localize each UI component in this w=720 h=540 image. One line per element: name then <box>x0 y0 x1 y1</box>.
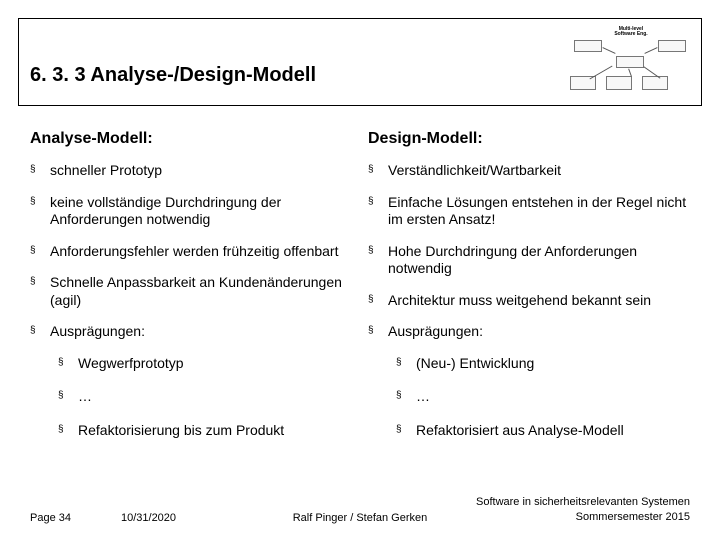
bullet-text: schneller Prototyp <box>50 162 162 180</box>
bullet-marker-icon: § <box>30 323 50 341</box>
bullet-text: Einfache Lösungen entstehen in der Regel… <box>388 194 690 229</box>
bullet-text: keine vollständige Durchdringung der Anf… <box>50 194 352 229</box>
bullet-item: § keine vollständige Durchdringung der A… <box>30 194 352 229</box>
bullet-item: § Schnelle Anpassbarkeit an Kundenänderu… <box>30 274 352 309</box>
sub-bullet-text: … <box>416 388 430 406</box>
bullet-marker-icon: § <box>396 355 416 373</box>
sub-bullet-text: Refaktorisierung bis zum Produkt <box>78 422 284 440</box>
content-area: Analyse-Modell: § schneller Prototyp § k… <box>30 130 690 455</box>
sub-bullet-item: § Refaktorisierung bis zum Produkt <box>58 422 352 440</box>
bullet-text: Architektur muss weitgehend bekannt sein <box>388 292 651 310</box>
bullet-text: Ausprägungen: <box>388 323 483 341</box>
right-column: Design-Modell: § Verständlichkeit/Wartba… <box>360 130 690 455</box>
bullet-item: § Einfache Lösungen entstehen in der Reg… <box>368 194 690 229</box>
bullet-marker-icon: § <box>368 323 388 341</box>
diagram-box <box>642 76 668 90</box>
sub-bullet-text: Wegwerfprototyp <box>78 355 184 373</box>
bullet-marker-icon: § <box>396 422 416 440</box>
bullet-item: § Anforderungsfehler werden frühzeitig o… <box>30 243 352 261</box>
footer: Page 34 10/31/2020 Ralf Pinger / Stefan … <box>30 495 690 524</box>
bullet-marker-icon: § <box>368 292 388 310</box>
sub-bullet-item: § … <box>396 388 690 406</box>
sub-bullet-item: § (Neu-) Entwicklung <box>396 355 690 373</box>
sub-bullet-text: … <box>78 388 92 406</box>
footer-authors: Ralf Pinger / Stefan Gerken <box>250 512 470 524</box>
slide: 6. 3. 3 Analyse-/Design-Modell Multi-lev… <box>0 0 720 540</box>
bullet-text: Verständlichkeit/Wartbarkeit <box>388 162 561 180</box>
footer-course: Software in sicherheitsrelevanten System… <box>470 495 690 524</box>
diagram-line <box>644 47 657 54</box>
footer-left: Page 34 10/31/2020 <box>30 512 250 524</box>
diagram-label: Multi-level Software Eng. <box>610 26 652 36</box>
bullet-marker-icon: § <box>58 388 78 406</box>
bullet-text: Ausprägungen: <box>50 323 145 341</box>
diagram-line <box>602 47 615 54</box>
left-column: Analyse-Modell: § schneller Prototyp § k… <box>30 130 360 455</box>
header-diagram: Multi-level Software Eng. <box>570 26 690 98</box>
page-number: Page 34 <box>30 512 71 524</box>
bullet-marker-icon: § <box>30 274 50 309</box>
bullet-text: Hohe Durchdringung der Anforderungen not… <box>388 243 690 278</box>
diagram-box <box>616 56 644 68</box>
bullet-item: § Verständlichkeit/Wartbarkeit <box>368 162 690 180</box>
bullet-marker-icon: § <box>368 243 388 278</box>
bullet-item: § Ausprägungen: <box>30 323 352 341</box>
bullet-marker-icon: § <box>58 422 78 440</box>
bullet-marker-icon: § <box>368 194 388 229</box>
bullet-text: Schnelle Anpassbarkeit an Kundenänderung… <box>50 274 352 309</box>
bullet-item: § schneller Prototyp <box>30 162 352 180</box>
bullet-item: § Ausprägungen: <box>368 323 690 341</box>
bullet-item: § Hohe Durchdringung der Anforderungen n… <box>368 243 690 278</box>
sub-bullet-item: § … <box>58 388 352 406</box>
bullet-marker-icon: § <box>58 355 78 373</box>
diagram-box <box>658 40 686 52</box>
footer-date: 10/31/2020 <box>121 512 176 524</box>
sub-bullet-text: (Neu-) Entwicklung <box>416 355 534 373</box>
footer-course-line1: Software in sicherheitsrelevanten System… <box>470 495 690 509</box>
footer-course-line2: Sommersemester 2015 <box>470 510 690 524</box>
diagram-box <box>606 76 632 90</box>
diagram-box <box>574 40 602 52</box>
left-heading: Analyse-Modell: <box>30 130 352 148</box>
sub-bullet-item: § Wegwerfprototyp <box>58 355 352 373</box>
slide-title: 6. 3. 3 Analyse-/Design-Modell <box>30 64 316 87</box>
right-heading: Design-Modell: <box>368 130 690 148</box>
sub-bullet-item: § Refaktorisiert aus Analyse-Modell <box>396 422 690 440</box>
sub-bullet-text: Refaktorisiert aus Analyse-Modell <box>416 422 624 440</box>
bullet-marker-icon: § <box>30 194 50 229</box>
bullet-item: § Architektur muss weitgehend bekannt se… <box>368 292 690 310</box>
bullet-marker-icon: § <box>30 162 50 180</box>
bullet-marker-icon: § <box>368 162 388 180</box>
bullet-marker-icon: § <box>396 388 416 406</box>
bullet-text: Anforderungsfehler werden frühzeitig off… <box>50 243 338 261</box>
bullet-marker-icon: § <box>30 243 50 261</box>
